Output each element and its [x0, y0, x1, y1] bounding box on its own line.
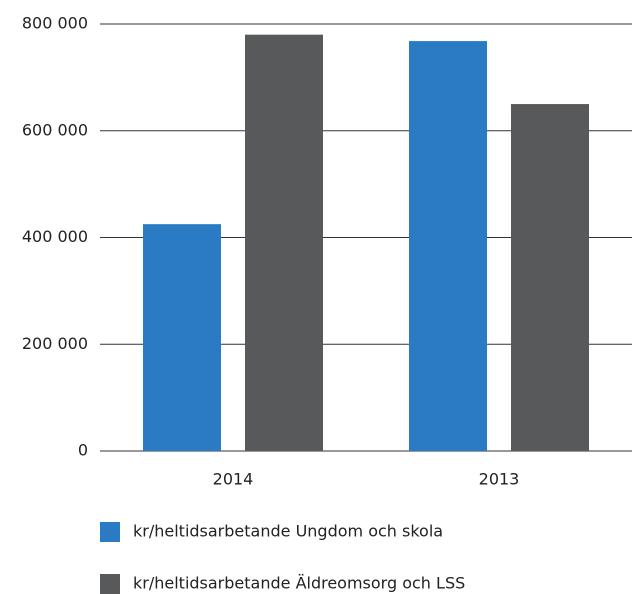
x-tick-label: 2014 — [213, 470, 254, 489]
legend-swatch — [100, 574, 120, 594]
bar — [511, 104, 589, 451]
bar — [409, 41, 487, 451]
legend-label: kr/heltidsarbetande Ungdom och skola — [133, 522, 443, 541]
y-tick-label: 800 000 — [22, 14, 88, 33]
legend-label: kr/heltidsarbetande Äldreomsorg och LSS — [133, 574, 465, 593]
legend-swatch — [100, 522, 120, 542]
x-tick-label: 2013 — [479, 470, 520, 489]
bar — [245, 34, 323, 452]
y-tick-label: 400 000 — [22, 227, 88, 246]
bar — [143, 224, 221, 451]
y-tick-label: 600 000 — [22, 120, 88, 139]
y-tick-label: 0 — [78, 441, 88, 460]
y-tick-label: 200 000 — [22, 334, 88, 353]
